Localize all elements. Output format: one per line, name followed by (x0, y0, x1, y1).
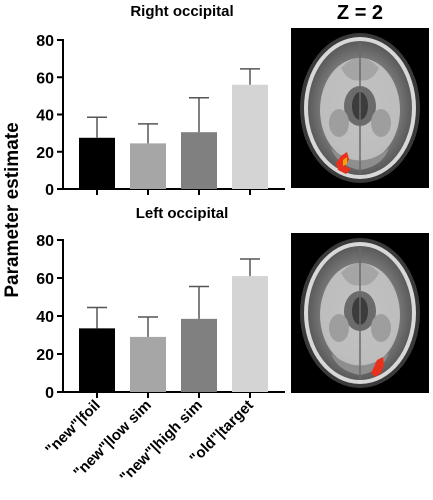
y-tick-label: 80 (36, 233, 54, 250)
y-tick-label: 80 (36, 33, 54, 50)
brain-slice-left-occipital (291, 233, 429, 393)
y-axis-label: Parameter estimate (2, 122, 23, 297)
left-occipital-chart: Left occipital 0 20 40 60 80 (36, 205, 285, 402)
bar (181, 132, 217, 189)
y-tick-label: 0 (45, 182, 54, 199)
bar (79, 328, 115, 392)
y-tick-label: 0 (45, 385, 54, 402)
bar (232, 276, 268, 392)
brain-slice-right-occipital (291, 28, 429, 188)
slice-z-label: Z = 2 (336, 2, 384, 24)
y-tick-label: 20 (36, 145, 54, 162)
y-tick-label: 40 (36, 309, 54, 326)
bar (232, 84, 268, 189)
bar (79, 137, 115, 189)
right-occipital-chart: Right occipital 0 20 40 60 80 (36, 3, 285, 199)
bar (130, 336, 166, 392)
y-tick-label: 40 (36, 108, 54, 125)
bar (130, 143, 166, 189)
chart-title: Left occipital (136, 205, 229, 222)
bar (181, 318, 217, 392)
y-tick-label: 60 (36, 70, 54, 87)
x-tick-labels: "new"|foil"new"|low sim"new"|high sim"ol… (42, 397, 257, 486)
y-tick-label: 20 (36, 347, 54, 364)
activation-cluster (371, 357, 384, 377)
y-tick-label: 60 (36, 271, 54, 288)
chart-title: Right occipital (130, 3, 233, 20)
